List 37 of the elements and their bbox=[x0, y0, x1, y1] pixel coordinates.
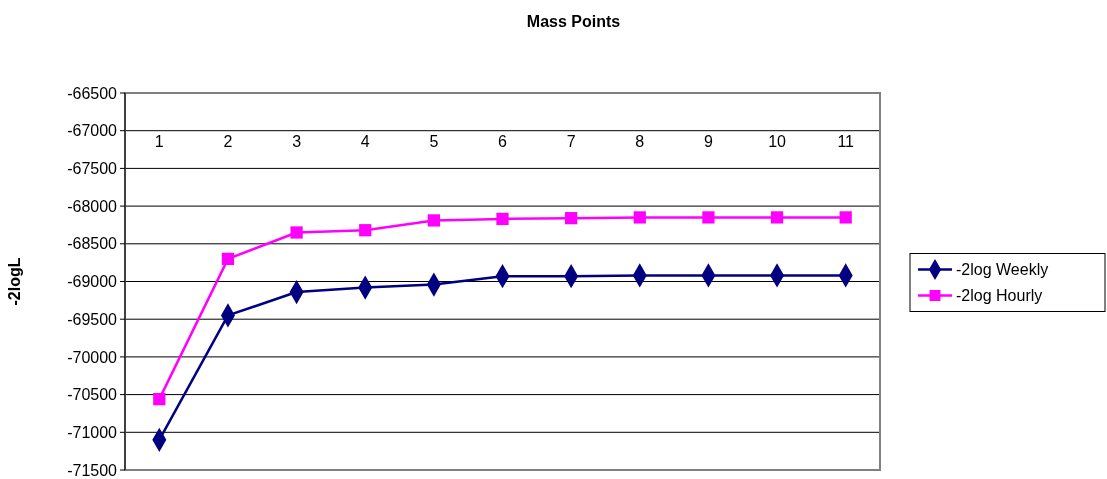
y-tick-label: -70000 bbox=[67, 348, 118, 366]
y-tick-label: -67000 bbox=[67, 122, 118, 140]
y-tick-label: -71000 bbox=[67, 423, 118, 441]
y-tick-label: -67500 bbox=[67, 160, 118, 177]
y-tick-label: -70500 bbox=[67, 386, 118, 404]
point bbox=[290, 226, 303, 239]
x-tick-label: 9 bbox=[703, 132, 713, 150]
x-tick-label: 5 bbox=[429, 132, 439, 150]
x-tick-label: 4 bbox=[360, 132, 370, 150]
x-tick-label: 8 bbox=[635, 132, 645, 150]
point bbox=[839, 211, 852, 224]
point bbox=[633, 211, 646, 224]
x-tick-label: 11 bbox=[837, 132, 855, 150]
point bbox=[359, 224, 372, 237]
x-tick-label: 1 bbox=[154, 132, 164, 150]
chart-title: Mass Points bbox=[526, 13, 621, 30]
x-tick-label: 10 bbox=[768, 132, 787, 150]
x-tick-label: 2 bbox=[223, 132, 233, 150]
point bbox=[770, 211, 784, 224]
y-tick-label: -71500 bbox=[67, 461, 118, 479]
y-tick-label: -69000 bbox=[67, 273, 118, 291]
point bbox=[565, 212, 578, 225]
point bbox=[427, 214, 440, 227]
y-tick-label: -66500 bbox=[67, 84, 118, 102]
y-tick-label: -68500 bbox=[67, 235, 118, 253]
legend-label: -2log Hourly bbox=[956, 287, 1043, 305]
x-tick-label: 6 bbox=[498, 132, 508, 150]
point bbox=[496, 212, 509, 226]
x-tick-label: 3 bbox=[292, 132, 302, 150]
y-axis-title: -2logL bbox=[6, 257, 23, 306]
point bbox=[221, 252, 235, 265]
point bbox=[153, 393, 166, 406]
y-tick-label: -68000 bbox=[67, 197, 118, 215]
point bbox=[702, 211, 715, 224]
x-tick-label: 7 bbox=[566, 132, 576, 150]
y-tick-label: -69500 bbox=[67, 310, 118, 328]
legend-label: -2log Weekly bbox=[956, 261, 1049, 279]
